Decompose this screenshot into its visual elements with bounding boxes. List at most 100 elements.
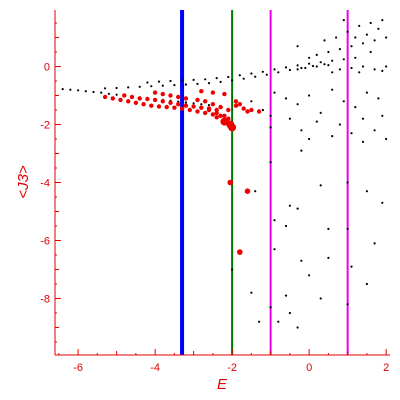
data-point <box>300 259 303 262</box>
data-point <box>354 36 357 39</box>
data-point <box>308 94 311 97</box>
data-point <box>296 103 299 106</box>
data-point <box>84 90 87 93</box>
data-point <box>273 219 276 222</box>
data-point <box>338 123 341 126</box>
data-point <box>335 36 338 39</box>
x-tick-label: -6 <box>73 362 83 374</box>
data-point <box>219 80 222 83</box>
data-point <box>218 104 223 110</box>
data-point <box>192 102 195 105</box>
data-point <box>369 50 372 54</box>
data-point <box>203 110 208 116</box>
data-point <box>338 48 341 51</box>
data-point <box>377 97 380 100</box>
data-point <box>207 104 211 107</box>
data-point <box>288 204 291 207</box>
data-point <box>254 190 257 193</box>
data-point <box>210 102 216 107</box>
data-point <box>192 78 195 81</box>
data-point <box>331 135 334 138</box>
data-point <box>277 320 280 323</box>
data-point <box>254 75 257 78</box>
data-point <box>373 39 376 42</box>
data-point <box>110 96 116 101</box>
data-point <box>323 63 326 66</box>
data-point <box>269 114 272 117</box>
data-point <box>304 66 307 70</box>
data-point <box>385 36 388 39</box>
data-point <box>354 56 357 59</box>
data-point <box>365 190 368 193</box>
data-point <box>199 105 204 110</box>
data-point <box>327 50 330 54</box>
data-point <box>273 248 276 251</box>
data-point <box>256 109 262 114</box>
data-point <box>296 207 299 210</box>
data-point <box>220 117 229 126</box>
data-point <box>308 137 311 141</box>
data-point <box>138 85 141 88</box>
data-point <box>168 93 173 98</box>
data-point <box>342 58 345 61</box>
data-point <box>373 68 376 71</box>
data-point <box>206 107 212 113</box>
data-point <box>215 77 218 80</box>
data-point <box>200 103 203 106</box>
data-point <box>122 93 127 98</box>
data-point <box>195 109 200 114</box>
data-point <box>176 102 181 107</box>
data-point <box>346 303 349 306</box>
data-point <box>354 106 357 109</box>
data-point <box>118 97 123 103</box>
data-point <box>331 71 334 74</box>
data-point <box>284 97 288 100</box>
data-point <box>319 61 322 64</box>
data-point <box>300 66 303 70</box>
data-point <box>241 106 246 111</box>
data-point <box>169 79 172 83</box>
data-point <box>184 83 187 86</box>
y-tick-label: 0 <box>44 62 50 74</box>
data-point <box>319 111 322 114</box>
data-point <box>127 86 130 89</box>
data-point <box>161 84 164 87</box>
data-point <box>269 161 272 164</box>
data-point <box>288 117 291 120</box>
data-point <box>179 106 185 111</box>
data-point <box>327 64 330 67</box>
data-point <box>296 68 299 71</box>
data-point <box>244 188 251 194</box>
data-point <box>277 71 280 74</box>
data-point <box>176 94 181 100</box>
data-point <box>365 282 368 286</box>
data-point <box>137 96 142 101</box>
data-point <box>261 70 264 73</box>
data-point <box>146 81 149 84</box>
data-point <box>361 117 365 120</box>
data-point <box>381 201 384 204</box>
data-point <box>269 306 272 309</box>
data-point <box>288 68 291 72</box>
data-point <box>284 224 288 228</box>
x-tick-label: -2 <box>227 362 237 374</box>
data-point <box>296 64 299 67</box>
axes-layer <box>54 10 390 356</box>
data-point <box>369 21 372 25</box>
data-point <box>237 249 243 255</box>
data-point <box>204 78 207 81</box>
data-point <box>227 179 233 186</box>
data-point <box>104 87 107 90</box>
data-point <box>181 79 184 82</box>
data-point <box>195 97 200 103</box>
y-tick-label: -8 <box>40 293 50 305</box>
data-point <box>129 94 135 100</box>
data-point <box>191 104 196 109</box>
data-point <box>361 42 365 45</box>
data-point <box>365 33 368 36</box>
data-point <box>296 45 299 48</box>
data-point <box>222 113 227 119</box>
data-point <box>300 149 303 152</box>
data-point <box>228 123 237 132</box>
